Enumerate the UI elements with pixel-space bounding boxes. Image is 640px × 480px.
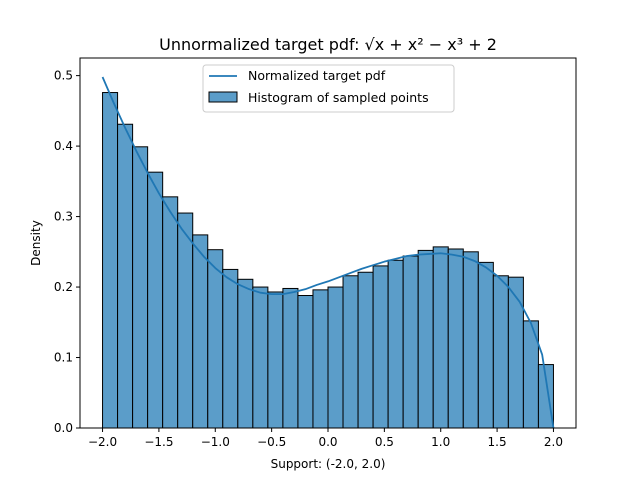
y-tick-label: 0.1 xyxy=(54,351,73,365)
x-axis-ticks: −2.0 −1.5 −1.0 −0.5 0.0 0.5 1.0 1.5 2.0 xyxy=(88,428,563,449)
histogram-bar xyxy=(132,146,149,429)
chart-title: Unnormalized target pdf: √x + x² − x³ + … xyxy=(159,35,497,54)
pdf-line-layer xyxy=(101,76,555,429)
histogram-bar xyxy=(357,271,374,429)
legend-box xyxy=(202,64,455,113)
histogram-bar xyxy=(342,275,359,429)
histogram-bar xyxy=(252,286,269,429)
histogram-bar xyxy=(267,291,284,429)
histogram-bar xyxy=(162,196,179,429)
histogram-bar xyxy=(282,287,299,429)
histogram-bar xyxy=(477,261,494,429)
legend: Normalized target pdf Histogram of sampl… xyxy=(202,64,455,113)
legend-bar-swatch xyxy=(208,91,238,103)
histogram-bar xyxy=(402,255,419,429)
histogram-bar xyxy=(387,259,404,429)
x-tick-label: 0.5 xyxy=(375,435,394,449)
x-tick-label: −0.5 xyxy=(257,435,286,449)
histogram-bar xyxy=(237,278,254,429)
histogram-bar xyxy=(177,212,194,429)
x-tick-label: 0.0 xyxy=(318,435,337,449)
histogram-bars xyxy=(102,92,554,429)
x-axis-label: Support: (-2.0, 2.0) xyxy=(271,457,386,471)
legend-entry-histogram: Histogram of sampled points xyxy=(248,90,429,105)
x-tick-label: 1.5 xyxy=(488,435,507,449)
y-tick-label: 0.0 xyxy=(54,421,73,435)
pdf-line xyxy=(101,76,555,429)
legend-entry-pdf: Normalized target pdf xyxy=(248,68,386,83)
y-axis-label: Density xyxy=(29,220,43,266)
histogram-bar xyxy=(147,171,164,429)
x-tick-label: 2.0 xyxy=(544,435,563,449)
x-tick-label: −1.0 xyxy=(201,435,230,449)
histogram-bar xyxy=(117,123,134,429)
y-tick-label: 0.5 xyxy=(54,69,73,83)
histogram-bar xyxy=(192,234,209,429)
histogram-bar xyxy=(312,289,329,429)
y-tick-label: 0.2 xyxy=(54,280,73,294)
x-tick-label: 1.0 xyxy=(431,435,450,449)
histogram-bar xyxy=(462,251,479,429)
histogram-bar xyxy=(327,286,344,429)
histogram-bar xyxy=(222,268,239,429)
y-axis-ticks: 0.0 0.1 0.2 0.3 0.4 0.5 xyxy=(54,69,80,435)
histogram-bar xyxy=(507,276,524,429)
y-tick-label: 0.3 xyxy=(54,210,73,224)
histogram-bar xyxy=(417,249,434,429)
histogram-bar xyxy=(297,295,314,429)
histogram-bar xyxy=(372,265,389,429)
histogram-bar xyxy=(102,92,119,429)
histogram-bar xyxy=(447,248,464,429)
x-tick-label: −1.5 xyxy=(144,435,173,449)
y-tick-label: 0.4 xyxy=(54,139,73,153)
histogram-bar xyxy=(207,249,224,429)
x-tick-label: −2.0 xyxy=(88,435,117,449)
histogram-bar xyxy=(492,275,509,429)
histogram-bar xyxy=(432,246,449,429)
